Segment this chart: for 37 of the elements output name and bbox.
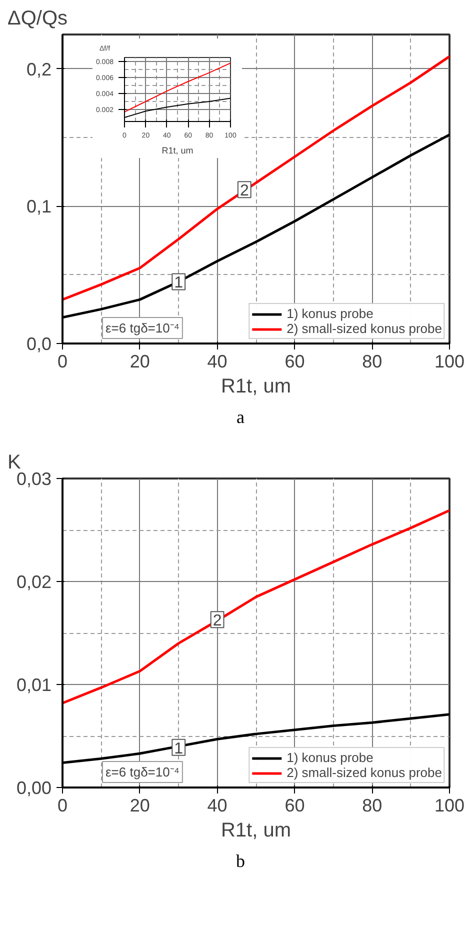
x-tick-label: 40 [207, 352, 228, 372]
x-tick-label: 100 [434, 352, 465, 372]
y-axis-title: ΔQ/Qs [8, 8, 68, 30]
annotation: 2 [240, 182, 249, 200]
y-tick-label: 0,1 [26, 196, 52, 217]
x-tick-label: 0 [57, 352, 68, 372]
legend-label: 1) konus probe [286, 750, 374, 765]
x-tick-label: 60 [284, 796, 305, 816]
line-series [62, 509, 450, 704]
annotation: 1 [174, 740, 184, 758]
y-tick-label: 0,02 [16, 572, 52, 592]
annotation: ε=6 tgδ=10⁻⁴ [106, 320, 180, 336]
text: a [236, 406, 244, 429]
x-tick-label: 20 [130, 796, 150, 816]
x-tick-label: 100 [434, 796, 465, 816]
legend-label: 2) small-sized konus probe [286, 765, 442, 780]
y-tick-label: 0,01 [16, 675, 52, 695]
x-axis-title: R1t, um [220, 376, 292, 398]
text: b [236, 850, 245, 873]
x-tick-label: 80 [362, 796, 382, 816]
annotation: 2 [212, 612, 222, 630]
line-series [124, 62, 230, 112]
y-tick-label: 0,00 [16, 778, 52, 798]
x-tick-label: 20 [130, 352, 150, 372]
legend-label: 2) small-sized konus probe [286, 321, 442, 336]
x-axis-title: R1t, um [220, 820, 292, 842]
x-tick-label: 40 [207, 796, 228, 816]
annotation: ε=6 tgδ=10⁻⁴ [106, 764, 180, 780]
legend-label: 1) konus probe [286, 306, 374, 321]
line-series [62, 55, 450, 301]
x-tick-label: 0 [57, 796, 68, 816]
annotation: 1 [174, 274, 184, 292]
x-axis-title: R1t, um [162, 146, 194, 156]
x-tick-label: 60 [284, 352, 305, 372]
y-tick-label: 0,2 [26, 59, 52, 80]
x-tick-label: 80 [362, 352, 382, 372]
y-tick-label: 0,0 [26, 334, 52, 354]
